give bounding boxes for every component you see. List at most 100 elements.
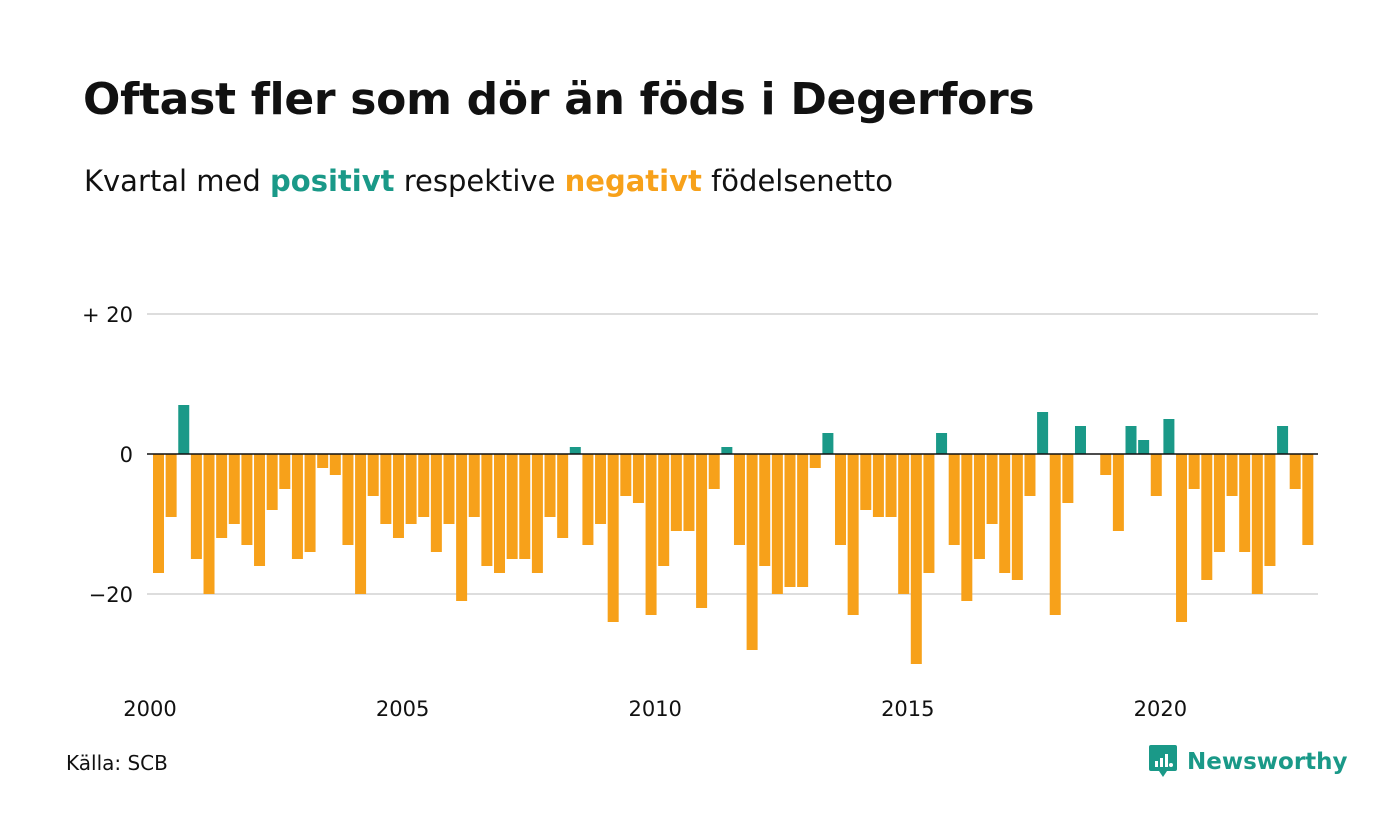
- bar: [1100, 454, 1112, 475]
- bar: [531, 454, 543, 573]
- bar: [418, 454, 430, 517]
- bar: [645, 454, 657, 615]
- bar: [860, 454, 872, 510]
- bar: [468, 454, 480, 517]
- bar: [1302, 454, 1314, 545]
- bar: [923, 454, 935, 573]
- bar: [405, 454, 417, 524]
- bar: [771, 454, 783, 594]
- bar: [519, 454, 531, 559]
- bar: [721, 447, 733, 454]
- newsworthy-logo-icon: [1149, 745, 1177, 777]
- bar: [178, 405, 190, 454]
- bar: [632, 454, 644, 503]
- bar: [973, 454, 985, 559]
- bar: [936, 433, 948, 454]
- bar: [797, 454, 809, 587]
- bar: [355, 454, 367, 594]
- bar: [696, 454, 708, 608]
- bar: [582, 454, 594, 545]
- gridlines: [147, 313, 1318, 595]
- bar: [961, 454, 973, 601]
- bar: [153, 454, 164, 573]
- bar: [1277, 426, 1289, 454]
- bar: [430, 454, 442, 552]
- bar: [986, 454, 998, 524]
- bar: [809, 454, 821, 468]
- bar: [910, 454, 922, 664]
- bar: [620, 454, 632, 496]
- bar: [784, 454, 796, 587]
- y-tick-label: −20: [89, 583, 133, 607]
- bar: [733, 454, 745, 545]
- bar: [759, 454, 771, 566]
- brand-logo: Newsworthy: [1148, 744, 1348, 780]
- bar: [228, 454, 240, 524]
- bar: [658, 454, 670, 566]
- x-tick-label: 2020: [1134, 697, 1187, 721]
- bar: [1251, 454, 1263, 594]
- bar: [1163, 419, 1175, 454]
- bar: [607, 454, 619, 622]
- x-tick-label: 2015: [881, 697, 934, 721]
- bar: [595, 454, 607, 524]
- bar: [708, 454, 720, 489]
- bar: [165, 454, 177, 517]
- bar: [1011, 454, 1023, 580]
- bar: [203, 454, 215, 594]
- bar: [872, 454, 884, 517]
- bar: [1264, 454, 1276, 566]
- brand-name: Newsworthy: [1187, 749, 1348, 775]
- bar: [241, 454, 253, 545]
- bar: [216, 454, 228, 538]
- bar: [329, 454, 341, 475]
- subtitle-negative-word: negativt: [564, 164, 702, 198]
- bar: [1049, 454, 1061, 615]
- bar: [380, 454, 392, 524]
- bar: [342, 454, 354, 545]
- bar: [544, 454, 556, 517]
- bar: [254, 454, 266, 566]
- bar: [898, 454, 910, 594]
- bar: [494, 454, 506, 573]
- bar: [456, 454, 468, 601]
- bar: [683, 454, 695, 531]
- bar: [481, 454, 493, 566]
- bar: [1201, 454, 1213, 580]
- bar: [1176, 454, 1188, 622]
- bar: [1213, 454, 1225, 552]
- bar: [746, 454, 758, 650]
- x-tick-label: 2010: [628, 697, 681, 721]
- bar: [885, 454, 897, 517]
- subtitle-middle: respektive: [403, 164, 556, 198]
- source-note: Källa: SCB: [66, 751, 168, 775]
- bar: [1062, 454, 1074, 503]
- bar: [1138, 440, 1150, 454]
- bar: [392, 454, 404, 538]
- y-tick-label: + 20: [82, 303, 133, 327]
- bar: [443, 454, 455, 524]
- bar: [847, 454, 859, 615]
- x-tick-label: 2000: [123, 697, 176, 721]
- subtitle-prefix: Kvartal med: [84, 164, 261, 198]
- bar: [999, 454, 1011, 573]
- bar: [835, 454, 847, 545]
- bar: [506, 454, 518, 559]
- bar: [1112, 454, 1124, 531]
- bar: [822, 433, 834, 454]
- bar: [1188, 454, 1200, 489]
- bar: [1074, 426, 1086, 454]
- bar: [1037, 412, 1049, 454]
- bar: [1289, 454, 1301, 489]
- bar: [266, 454, 278, 510]
- bar: [190, 454, 202, 559]
- bar: [291, 454, 303, 559]
- bar: [279, 454, 291, 489]
- bar: [569, 447, 581, 454]
- bar: [670, 454, 682, 531]
- axes: + 20 0 −20 2000 2005 2010 2015 2020: [82, 303, 1318, 721]
- bar: [1024, 454, 1036, 496]
- x-tick-label: 2005: [376, 697, 429, 721]
- bar: [1239, 454, 1251, 552]
